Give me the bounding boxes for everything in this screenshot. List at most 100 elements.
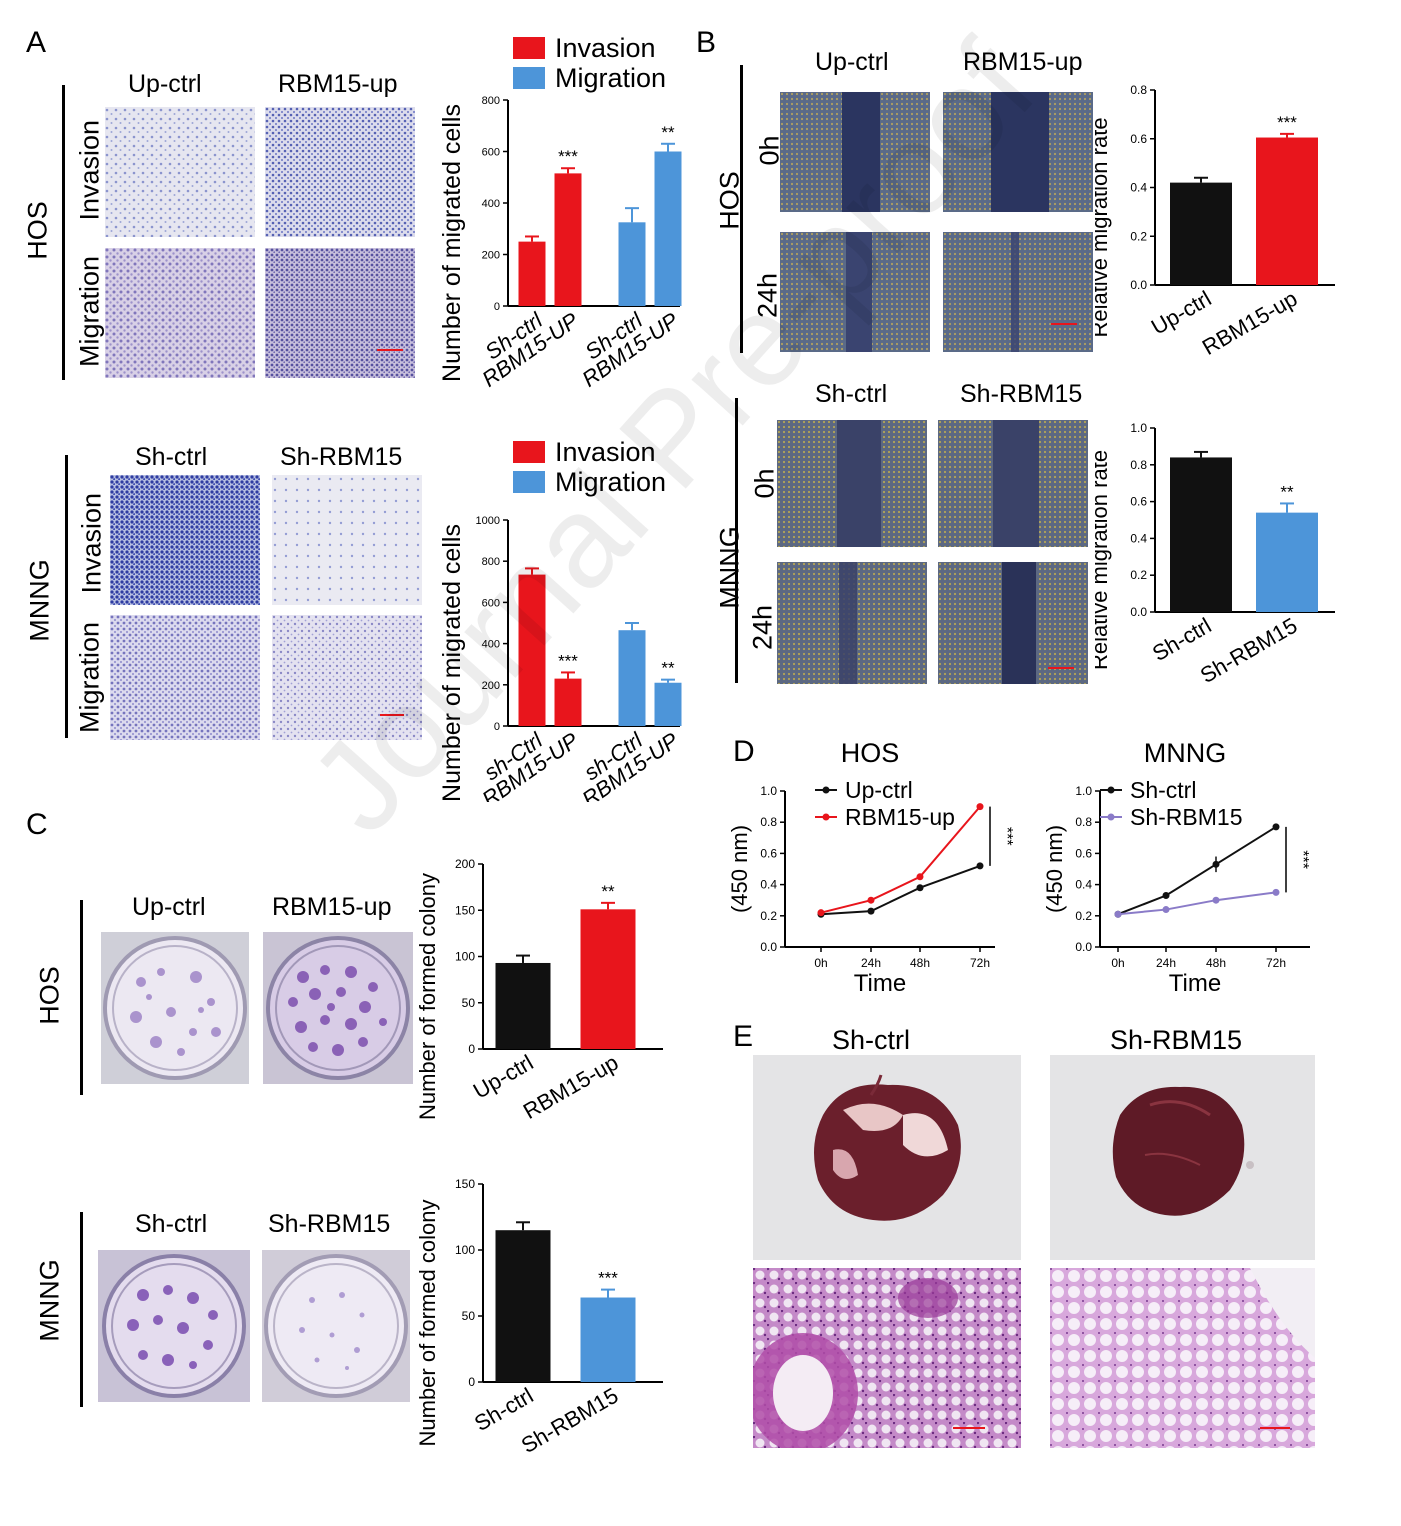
data-point xyxy=(867,896,875,904)
legend-marker xyxy=(1107,786,1115,794)
category-label: Sh-ctrl xyxy=(470,1383,538,1436)
y-axis-label: Number of migrated cells xyxy=(438,104,466,382)
a-mnng-bracket xyxy=(65,455,68,738)
y-tick-label: 400 xyxy=(482,639,500,651)
category-label: RBM15-up xyxy=(519,1050,623,1124)
a-hos-rbm15up-migration-image xyxy=(265,248,415,378)
c-hos-rbm15up-colony-image xyxy=(263,932,413,1084)
a-mnng-row1-label: Invasion xyxy=(76,492,107,594)
b-mnng-col1-label: Sh-ctrl xyxy=(815,380,888,408)
y-axis-label: (450 nm) xyxy=(1042,825,1067,913)
bar xyxy=(518,574,546,726)
b-mnng-shctrl-0h-image xyxy=(777,420,927,547)
category-label: Up-ctrl xyxy=(469,1050,538,1104)
category-label: Sh-RBM15 xyxy=(1196,613,1302,688)
y-tick-label: 200 xyxy=(482,250,500,262)
c-mnng-col1-label: Sh-ctrl xyxy=(135,1210,208,1238)
e-col1-label: Sh-ctrl xyxy=(832,1025,911,1055)
y-tick-label: 0 xyxy=(468,1375,475,1389)
c-mnng-cellline-label: MNNG xyxy=(34,1259,65,1342)
bar xyxy=(518,241,546,306)
x-tick-label: 72h xyxy=(1266,956,1286,970)
a-mnng-col2-label: Sh-RBM15 xyxy=(280,443,403,471)
a-hos-col1-label: Up-ctrl xyxy=(128,70,202,98)
a-mnng-shrbm15-invasion-image xyxy=(272,475,422,605)
y-tick-label: 100 xyxy=(455,1243,475,1257)
b-mnng-cellline-label: MNNG xyxy=(714,526,745,609)
category-label: Up-ctrl xyxy=(1147,286,1216,340)
e-shrbm15-lung-photo xyxy=(1050,1055,1315,1260)
a-mnng-cellline-label: MNNG xyxy=(24,559,55,642)
bar xyxy=(554,173,582,306)
x-tick-label: 48h xyxy=(910,956,930,970)
bar xyxy=(618,630,646,726)
y-tick-label: 1000 xyxy=(476,515,500,527)
significance-label: ** xyxy=(601,882,615,901)
data-point xyxy=(1212,896,1220,904)
data-point xyxy=(916,873,924,881)
panel-letter-e: E xyxy=(733,1020,754,1053)
b-hos-rbm15up-0h-image xyxy=(943,92,1093,212)
c-mnng-shctrl-colony-image xyxy=(98,1250,250,1402)
y-tick-label: 0.8 xyxy=(760,815,777,829)
y-tick-label: 100 xyxy=(455,950,475,964)
category-label: Sh-RBM15 xyxy=(517,1383,623,1458)
y-tick-label: 0 xyxy=(494,721,500,733)
b-mnng-row1-label: 0h xyxy=(749,468,780,499)
legend-label: RBM15-up xyxy=(845,804,955,830)
data-point xyxy=(1162,906,1170,914)
bar xyxy=(1170,182,1232,285)
legend-label: Migration xyxy=(555,63,666,93)
x-tick-label: 24h xyxy=(861,956,881,970)
y-axis-label: Relative migration rate xyxy=(1095,117,1112,337)
y-tick-label: 0.0 xyxy=(1075,940,1092,954)
data-point xyxy=(1212,860,1220,868)
chart-title: MNNG xyxy=(1144,738,1227,768)
y-tick-label: 200 xyxy=(482,680,500,692)
y-tick-label: 800 xyxy=(482,95,500,107)
bar xyxy=(654,151,682,306)
c-mnng-bracket xyxy=(80,1212,83,1407)
c-hos-col1-label: Up-ctrl xyxy=(132,893,206,921)
legend-swatch xyxy=(513,471,545,493)
x-tick-label: 24h xyxy=(1156,956,1176,970)
bar xyxy=(654,682,682,726)
panel-letter-a: A xyxy=(26,26,47,59)
a-hos-col2-label: RBM15-up xyxy=(278,70,398,98)
data-point xyxy=(817,909,825,917)
y-tick-label: 150 xyxy=(455,1177,475,1191)
a-hos-rbm15up-invasion-image xyxy=(265,107,415,237)
b-hos-col2-label: RBM15-up xyxy=(963,48,1083,76)
a-hos-upctrl-migration-image xyxy=(105,248,255,378)
e-col2-label: Sh-RBM15 xyxy=(1110,1025,1243,1055)
y-tick-label: 0.4 xyxy=(1075,878,1092,892)
y-axis-label: Relative migration rate xyxy=(1095,450,1112,670)
b-mnng-bracket xyxy=(735,398,738,683)
y-tick-label: 0.2 xyxy=(760,909,777,923)
a-hos-bracket xyxy=(62,85,65,380)
significance-label: *** xyxy=(558,651,578,670)
y-tick-label: 0.4 xyxy=(1130,531,1147,545)
b-hos-rbm15up-24h-image xyxy=(943,232,1093,352)
y-tick-label: 150 xyxy=(455,903,475,917)
legend-label: Sh-ctrl xyxy=(1130,777,1196,803)
b-mnng-row2-label: 24h xyxy=(747,604,778,651)
b-mnng-chart: 0.0 0.2 0.4 0.6 0.8 1.0 Relative migration rat… xyxy=(1095,421,1335,688)
bar xyxy=(580,909,636,1049)
data-point xyxy=(1162,892,1170,900)
data-point xyxy=(1114,910,1122,918)
c-hos-col2-label: RBM15-up xyxy=(272,893,392,921)
significance-label: ** xyxy=(661,659,675,678)
bar xyxy=(495,962,551,1049)
e-shrbm15-he-section xyxy=(1050,1268,1315,1448)
c-hos-cellline-label: HOS xyxy=(34,966,65,1025)
series-line xyxy=(820,805,981,914)
b-hos-upctrl-0h-image xyxy=(780,92,930,212)
chart-title: HOS xyxy=(841,738,900,768)
legend-marker xyxy=(822,813,830,821)
y-tick-label: 1.0 xyxy=(1075,784,1092,798)
x-tick-label: 0h xyxy=(1111,956,1124,970)
y-axis-label: Number of migrated cells xyxy=(438,524,466,802)
y-tick-label: 600 xyxy=(482,597,500,609)
legend-label: Invasion xyxy=(555,33,656,63)
